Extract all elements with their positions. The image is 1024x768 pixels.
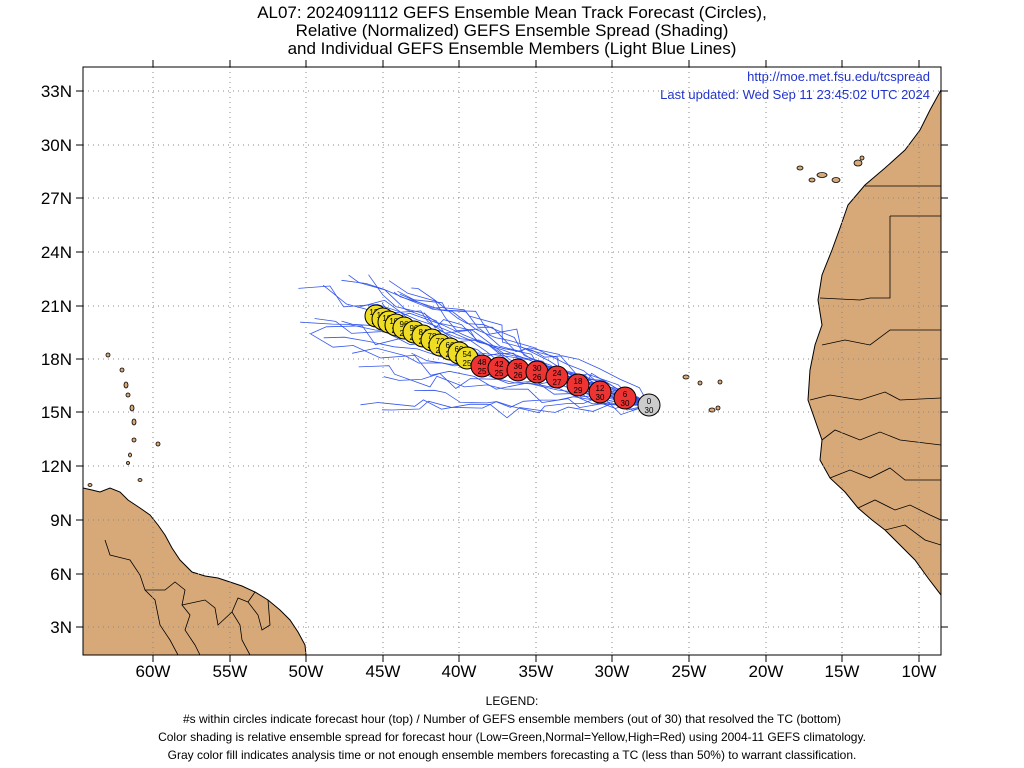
lon-tick-label: 30W — [595, 662, 630, 681]
cape-verde-islands — [682, 374, 723, 413]
track-members-label: 26 — [514, 371, 523, 380]
lon-tick-label: 35W — [519, 662, 554, 681]
member-track-line — [309, 332, 650, 406]
track-hour-label: 24 — [553, 369, 562, 378]
lon-tick-label: 55W — [213, 662, 248, 681]
lon-tick-label: 10W — [902, 662, 937, 681]
track-members-label: 25 — [463, 359, 472, 368]
member-track-line — [414, 389, 650, 409]
track-hour-label: 0 — [647, 397, 652, 406]
lat-tick-label: 3N — [50, 618, 72, 637]
member-track-line — [399, 293, 650, 406]
track-members-label: 25 — [495, 369, 504, 378]
track-hour-label: 84 — [419, 328, 428, 337]
title-line-3: and Individual GEFS Ensemble Members (Li… — [287, 39, 737, 58]
track-hour-label: 42 — [495, 360, 504, 369]
lat-tick-label: 24N — [41, 243, 72, 262]
track-circle — [545, 365, 569, 389]
track-circle — [588, 380, 612, 404]
axis-ticks — [76, 60, 948, 662]
lat-tick-label: 15N — [41, 403, 72, 422]
africa-borders — [809, 185, 941, 546]
member-track-line — [393, 291, 650, 406]
lat-tick-label: 21N — [41, 297, 72, 316]
lat-tick-label: 18N — [41, 350, 72, 369]
lat-tick-label: 27N — [41, 189, 72, 208]
track-hour-label: 36 — [514, 362, 523, 371]
track-hour-label: 18 — [574, 377, 583, 386]
legend-line-1: #s within circles indicate forecast hour… — [182, 712, 842, 726]
lat-tick-label: 12N — [41, 457, 72, 476]
track-members-label: 30 — [645, 406, 654, 415]
track-hour-label: 66 — [446, 341, 455, 350]
plot-frame — [82, 66, 942, 656]
mean-track: 1202311423108231022496249024842478247224… — [364, 304, 661, 417]
track-hour-label: 54 — [463, 350, 472, 359]
legend-line-3: Gray color fill indicates analysis time … — [167, 748, 857, 762]
lon-tick-label: 60W — [136, 662, 171, 681]
member-track-line — [360, 399, 649, 419]
track-members-label: 26 — [533, 373, 542, 382]
track-members-label: 29 — [574, 386, 583, 395]
lon-tick-label: 45W — [366, 662, 401, 681]
lat-tick-label: 30N — [41, 136, 72, 155]
lon-tick-label: 50W — [289, 662, 324, 681]
south-america-borders — [104, 539, 271, 655]
lon-tick-label: 20W — [749, 662, 784, 681]
grid-lines — [83, 67, 941, 655]
title-line-2: Relative (Normalized) GEFS Ensemble Spre… — [295, 21, 729, 40]
track-point: 630 — [613, 386, 637, 410]
member-track-line — [341, 279, 650, 406]
caribbean-islands — [87, 352, 161, 487]
lat-tick-label: 6N — [50, 565, 72, 584]
track-point: 030 — [637, 393, 661, 417]
lon-tick-label: 25W — [672, 662, 707, 681]
track-members-label: 30 — [621, 399, 630, 408]
lon-tick-label: 40W — [442, 662, 477, 681]
legend-line-2: Color shading is relative ensemble sprea… — [158, 730, 866, 744]
track-hour-label: 12 — [596, 384, 605, 393]
lat-tick-label: 33N — [41, 82, 72, 101]
source-url[interactable]: http://moe.met.fsu.edu/tcspread — [747, 69, 930, 84]
track-circle — [613, 386, 637, 410]
canary-islands — [796, 155, 865, 183]
last-updated: Last updated: Wed Sep 11 23:45:02 UTC 20… — [660, 87, 930, 102]
track-members-label: 30 — [596, 393, 605, 402]
track-circle — [637, 393, 661, 417]
track-hour-label: 48 — [478, 358, 487, 367]
track-members-label: 27 — [553, 378, 562, 387]
track-circle — [566, 373, 590, 397]
legend-heading: LEGEND: — [485, 694, 539, 708]
track-hour-label: 30 — [533, 364, 542, 373]
title-line-1: AL07: 2024091112 GEFS Ensemble Mean Trac… — [257, 3, 767, 22]
track-hour-label: 72 — [436, 337, 445, 346]
track-hour-label: 90 — [410, 324, 419, 333]
track-hour-label: 6 — [623, 390, 628, 399]
track-hour-label: 96 — [400, 320, 409, 329]
lon-tick-label: 15W — [825, 662, 860, 681]
member-track-line — [358, 365, 650, 409]
lat-tick-label: 9N — [50, 511, 72, 530]
track-members-label: 25 — [478, 367, 487, 376]
